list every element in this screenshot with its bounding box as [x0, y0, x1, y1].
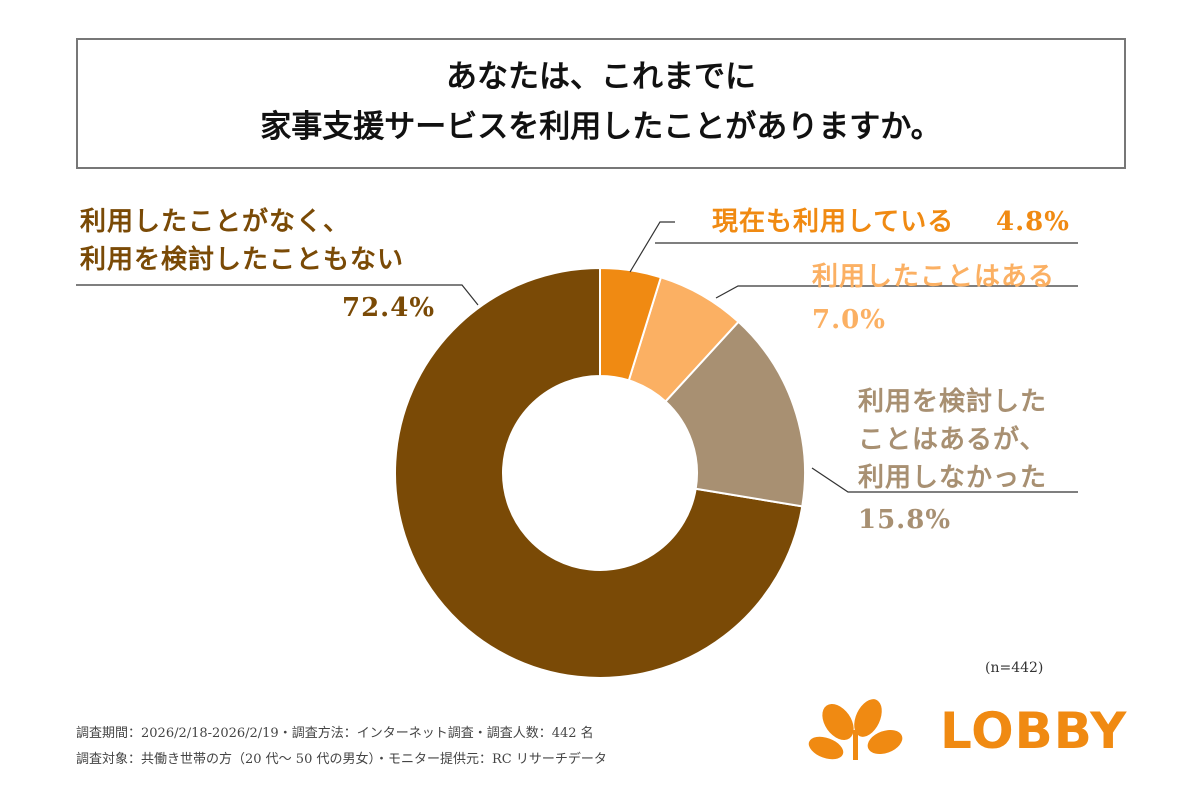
petal	[822, 703, 854, 741]
value-label: 7.0%	[812, 305, 886, 335]
value-label: 15.8%	[858, 505, 952, 535]
petal	[867, 729, 903, 755]
petal	[854, 699, 882, 737]
category-label: 利用を検討した ことはあるが、 利用しなかった	[858, 387, 1048, 493]
category-label: 利用したことがなく、 利用を検討したこともない	[80, 207, 405, 275]
leader-line	[629, 221, 675, 273]
donut-slice	[664, 320, 806, 508]
footnote: 調査対象：共働き世帯の方（20 代〜 50 代の男女）・モニター提供元：RC リ…	[76, 752, 607, 767]
value-label: 72.4%	[342, 293, 436, 323]
donut-slice	[394, 266, 804, 679]
petal	[808, 736, 844, 760]
donut-slice	[627, 276, 740, 403]
category-label: 現在も利用している	[712, 207, 955, 237]
chart-title: あなたは、これまでに 家事支援サービスを利用したことがありますか。	[260, 59, 942, 145]
leader-line	[76, 284, 479, 306]
stem	[853, 730, 858, 760]
leader-lines	[76, 221, 1078, 493]
leader-line	[715, 285, 1078, 299]
title-box	[76, 38, 1126, 169]
sample-note: (n=442)	[985, 660, 1044, 676]
footnote: 調査期間：2026/2/18-2026/2/19・調査方法：インターネット調査・…	[76, 726, 594, 741]
value-label: 4.8%	[996, 207, 1070, 237]
logo: LOBBY	[940, 702, 1128, 760]
leader-line	[811, 467, 1078, 493]
logo-icon	[808, 699, 903, 760]
donut-slice	[599, 266, 663, 382]
category-label: 利用したことはある	[812, 262, 1056, 292]
